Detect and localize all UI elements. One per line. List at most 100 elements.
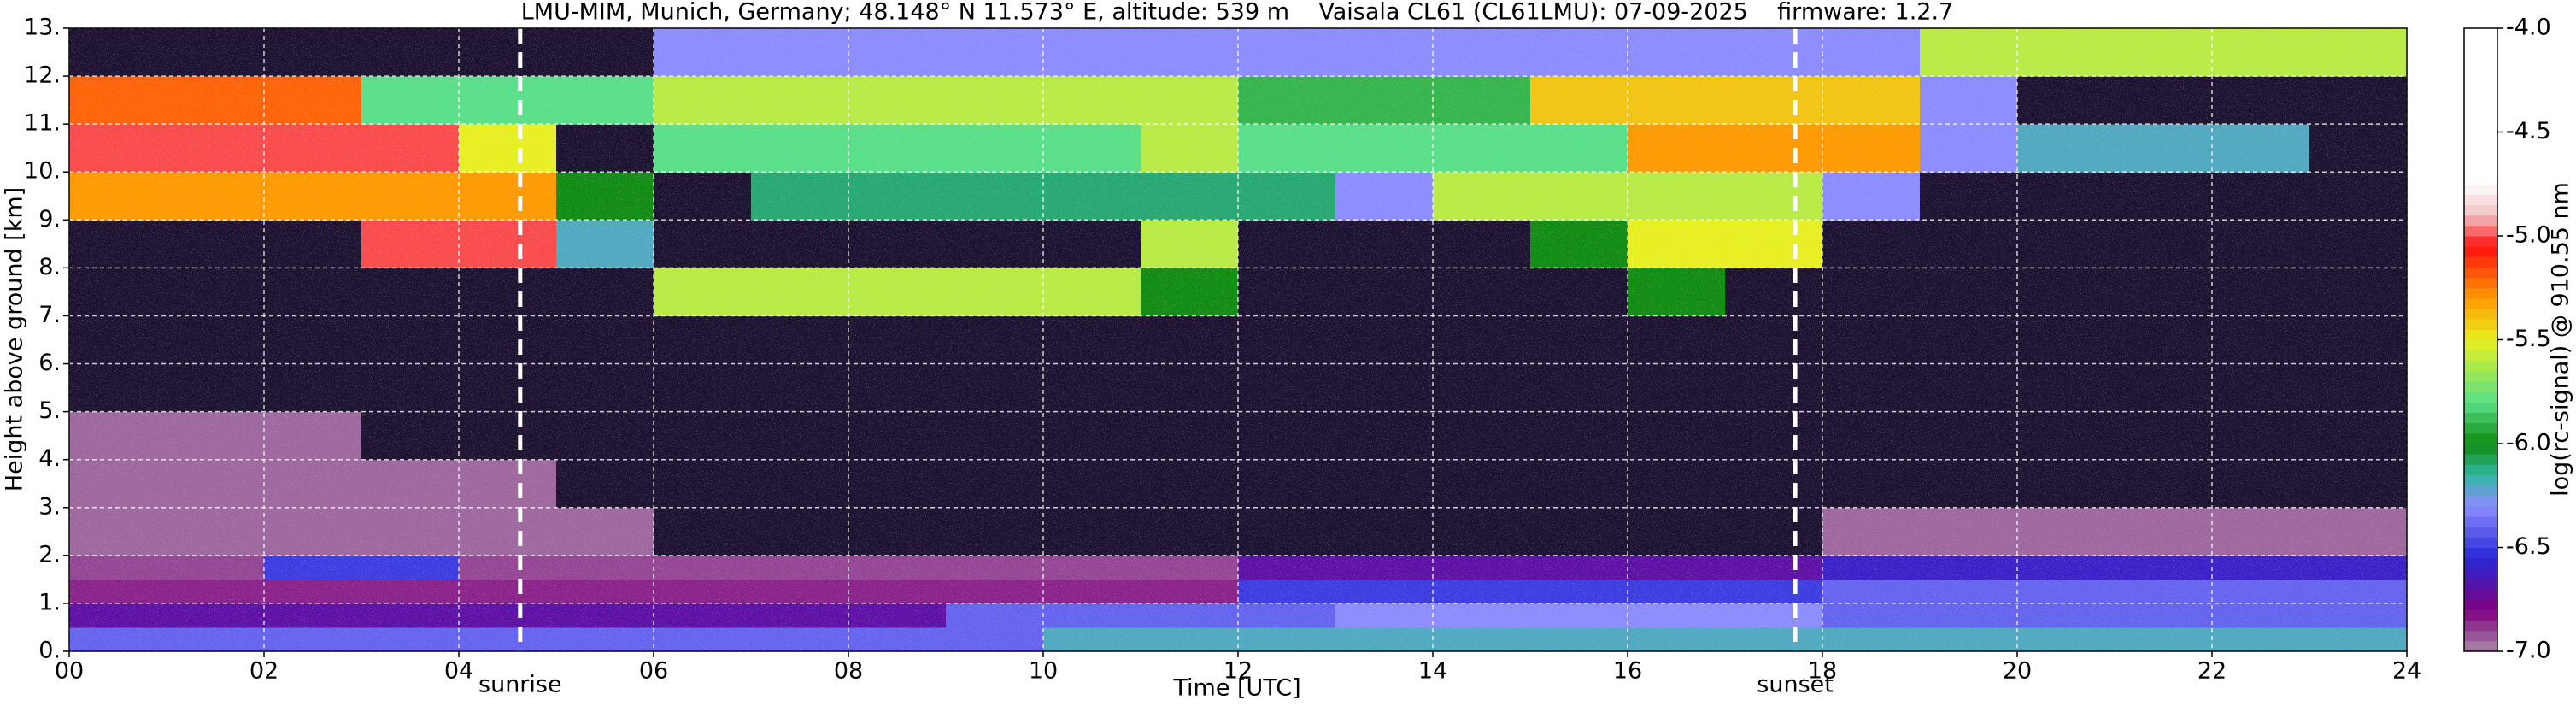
colorbar-segment	[2464, 444, 2497, 455]
colorbar-segment	[2464, 174, 2497, 185]
colorbar-segment	[2464, 256, 2497, 268]
colorbar-tick-label: -4.0	[2506, 15, 2551, 41]
y-tick-label: 8.	[38, 254, 61, 280]
colorbar-segment	[2464, 609, 2497, 621]
colorbar-segment	[2464, 59, 2497, 71]
colorbar-tick-label: -7.0	[2506, 638, 2551, 664]
overlay: 00 02 04 06 08 10 12 14 16 18 20 22 24 0. 1. 2. 3. 4. 5. 6.…	[24, 15, 2551, 698]
x-tick-label: 00	[55, 658, 84, 685]
colorbar-segment	[2464, 111, 2497, 122]
colorbar-segment	[2464, 28, 2497, 39]
colorbar-segment	[2464, 101, 2497, 112]
colorbar-segment	[2464, 589, 2497, 600]
colorbar-segment	[2464, 432, 2497, 444]
colorbar-segment	[2464, 287, 2497, 299]
colorbar-segment	[2464, 485, 2497, 497]
chart-title: LMU-MIM, Munich, Germany; 48.148° N 11.5…	[521, 0, 1954, 26]
colorbar-segment	[2464, 69, 2497, 81]
colorbar-segment	[2464, 630, 2497, 642]
colorbar-segment	[2464, 360, 2497, 372]
colorbar-segment	[2464, 38, 2497, 50]
annotation-label: sunset	[1757, 672, 1834, 698]
x-tick-label: 08	[834, 658, 863, 685]
colorbar-segment	[2464, 537, 2497, 548]
colorbar-segment	[2464, 350, 2497, 362]
x-tick-label: 06	[639, 658, 668, 685]
colorbar-segment	[2464, 225, 2497, 237]
colorbar-segment	[2464, 152, 2497, 164]
colorbar-segment	[2464, 194, 2497, 206]
colorbar-tick-label: -4.5	[2506, 118, 2551, 144]
colorbar-segment	[2464, 391, 2497, 403]
colorbar-segment	[2464, 339, 2497, 351]
x-tick-label: 16	[1613, 658, 1642, 685]
colorbar-segment	[2464, 640, 2497, 652]
x-tick-label: 24	[2392, 658, 2421, 685]
y-tick-label: 9.	[38, 206, 61, 232]
colorbar-segment	[2464, 381, 2497, 392]
x-tick-label: 04	[444, 658, 473, 685]
y-tick-label: 11.	[24, 110, 61, 137]
colorbar-segment	[2464, 495, 2497, 507]
colorbar-segment	[2464, 464, 2497, 475]
y-tick-label: 0.	[38, 638, 61, 664]
colorbar-segment	[2464, 547, 2497, 559]
colorbar-segment	[2464, 402, 2497, 414]
x-tick-label: 10	[1029, 658, 1058, 685]
y-tick-label: 1.	[38, 589, 61, 615]
y-tick-label: 7.	[38, 302, 61, 328]
x-tick-label: 02	[249, 658, 279, 685]
y-tick-label: 4.	[38, 445, 61, 472]
colorbar-segment	[2464, 162, 2497, 174]
plot-frame	[68, 27, 2408, 652]
colorbar-segment	[2464, 370, 2497, 382]
y-tick-label: 12.	[24, 62, 61, 89]
colorbar-tick-label: -5.5	[2506, 326, 2551, 352]
colorbar-segment	[2464, 319, 2497, 330]
colorbar-segment	[2464, 132, 2497, 144]
colorbar-segment	[2464, 309, 2497, 320]
colorbar-segment	[2464, 215, 2497, 227]
colorbar-segment	[2464, 578, 2497, 590]
y-tick-label: 2.	[38, 541, 61, 568]
colorbar-segment	[2464, 142, 2497, 154]
colorbar-segment	[2464, 527, 2497, 538]
x-axis-label: Time [UTC]	[1172, 675, 1300, 702]
colorbar-segment	[2464, 49, 2497, 60]
colorbar-label: log(rc-signal) @ 910.55 nm	[2548, 182, 2574, 497]
colorbar-segment	[2464, 505, 2497, 517]
colorbar-segment	[2464, 236, 2497, 247]
colorbar-segment	[2464, 599, 2497, 610]
colorbar-segment	[2464, 422, 2497, 434]
colorbar-segment	[2464, 277, 2497, 289]
colorbar-segment	[2464, 516, 2497, 527]
annotation-label: sunrise	[478, 672, 562, 698]
colorbar-segment	[2464, 267, 2497, 279]
colorbar-segment	[2464, 412, 2497, 424]
y-tick-label: 13.	[24, 15, 61, 41]
colorbar-segment	[2464, 204, 2497, 216]
colorbar-segment	[2464, 454, 2497, 465]
colorbar-segment	[2464, 568, 2497, 580]
y-axis-label: Height above ground [km]	[2, 187, 28, 491]
x-tick-label: 22	[2198, 658, 2227, 685]
colorbar-segment	[2464, 474, 2497, 486]
colorbar-segment	[2464, 246, 2497, 257]
colorbar-segment	[2464, 620, 2497, 632]
x-tick-label: 20	[2003, 658, 2032, 685]
y-tick-label: 10.	[24, 158, 61, 185]
y-tick-label: 6.	[38, 350, 61, 376]
colorbar-segment	[2464, 90, 2497, 102]
colorbar-segment	[2464, 297, 2497, 309]
colorbar-segment	[2464, 79, 2497, 91]
x-tick-label: 12	[1223, 658, 1253, 685]
colorbar-tick-label: -6.0	[2506, 430, 2551, 456]
y-tick-label: 5.	[38, 397, 61, 424]
colorbar-segment	[2464, 329, 2497, 340]
colorbar-segment	[2464, 121, 2497, 132]
x-tick-label: 18	[1808, 658, 1837, 685]
x-tick-label: 14	[1418, 658, 1447, 685]
colorbar-tick-label: -6.5	[2506, 533, 2551, 560]
colorbar-tick-label: -5.0	[2506, 222, 2551, 249]
